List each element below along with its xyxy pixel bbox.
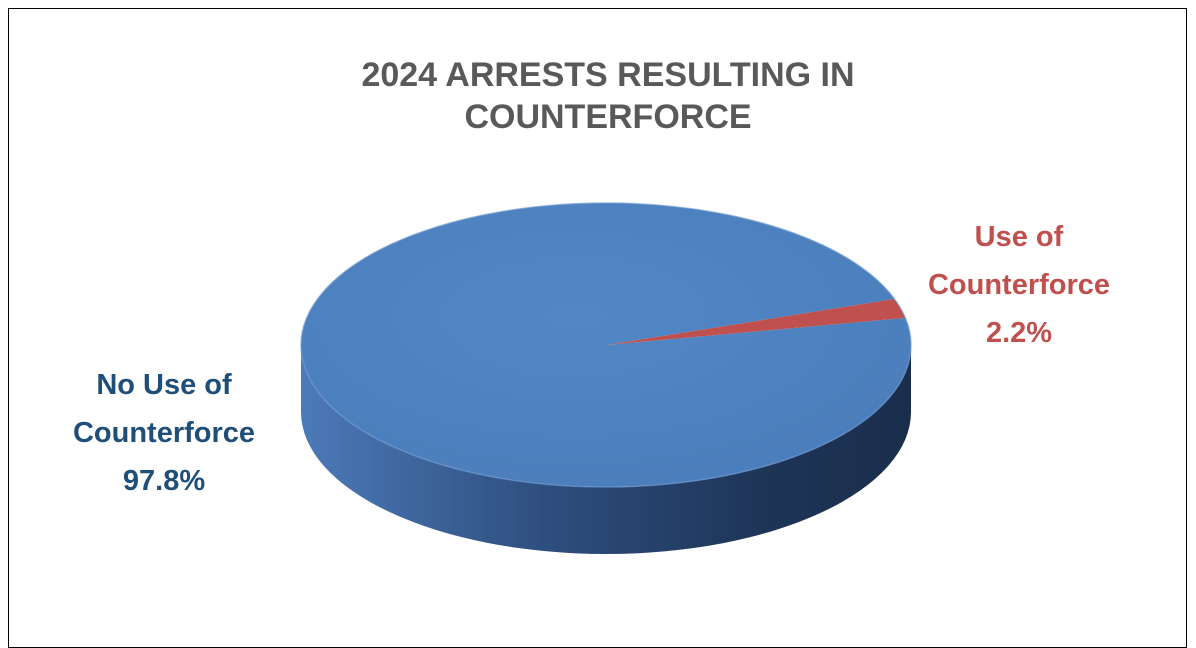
slice-label-no-use-value: 97.8% [123, 465, 205, 497]
pie-rim [300, 202, 912, 488]
slice-label-no-use-line-2: Counterforce [73, 417, 255, 449]
slice-no-use-of-counterforce [301, 203, 912, 488]
pie-side [301, 345, 911, 554]
chart-title-line-1: 2024 ARRESTS RESULTING IN [361, 56, 854, 94]
slice-label-no-use-line-1: No Use of [96, 369, 232, 401]
slice-label-use-value: 2.2% [986, 317, 1052, 349]
slice-label-use-line-2: Counterforce [928, 269, 1110, 301]
chart-title-line-2: COUNTERFORCE [464, 98, 751, 136]
slice-label-use-line-1: Use of [975, 221, 1064, 253]
pie-chart: 2024 ARRESTS RESULTING IN COUNTERFORCE N… [73, 56, 1110, 554]
slice-use-of-counterforce [606, 298, 906, 345]
